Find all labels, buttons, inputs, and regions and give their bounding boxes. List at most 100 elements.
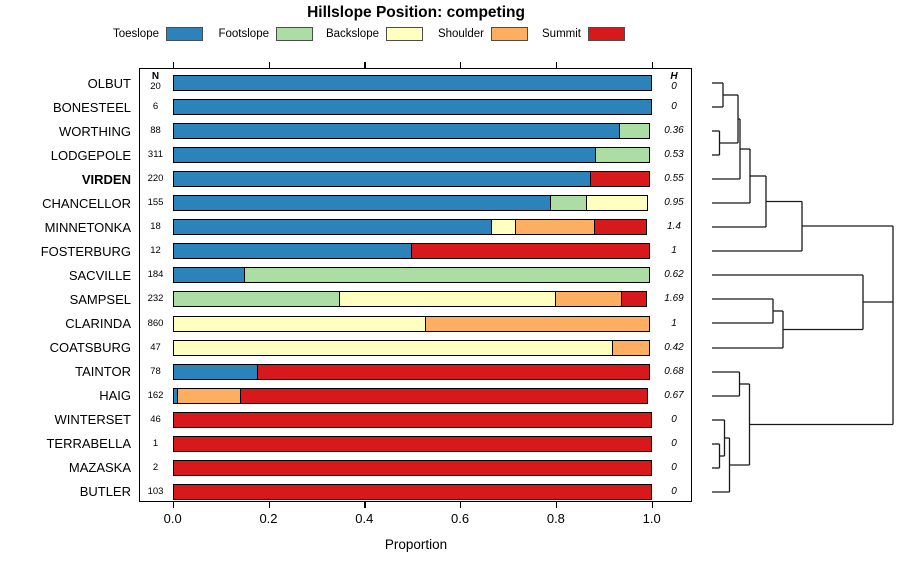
n-value: 78 — [150, 365, 161, 377]
axis-tick-label: 0.0 — [163, 511, 182, 526]
axis-tick-bottom — [364, 502, 366, 508]
x-axis-label: Proportion — [384, 537, 448, 552]
legend-item: Toeslope — [58, 26, 203, 41]
bar-segment-backslope — [172, 339, 614, 356]
n-value: 46 — [150, 413, 161, 425]
bar-row — [172, 243, 652, 260]
h-value: 1.69 — [664, 293, 684, 305]
legend-item: Backslope — [278, 26, 423, 41]
legend-item: Footslope — [168, 26, 313, 41]
legend-label: Footslope — [218, 27, 269, 40]
bar-segment-summit — [410, 243, 651, 260]
h-value: 0.42 — [664, 341, 684, 353]
legend-swatch — [491, 26, 528, 41]
bar-row — [172, 411, 652, 428]
row-label: COATSBURG — [49, 340, 131, 356]
row-label: SACVILLE — [68, 267, 131, 283]
h-value: 0.95 — [664, 197, 684, 209]
bar-segment-summit — [239, 387, 649, 404]
bar-segment-summit — [593, 219, 647, 236]
row-label: BUTLER — [79, 484, 131, 500]
n-value: N 20 — [150, 71, 161, 92]
legend-item: Summit — [480, 26, 625, 41]
n-value: 18 — [150, 221, 161, 233]
axis-tick-bottom — [460, 502, 462, 508]
bar-segment-summit — [172, 411, 652, 428]
bar-row — [172, 291, 652, 308]
n-value: 1 — [152, 437, 159, 449]
legend-label: Shoulder — [437, 27, 484, 40]
legend-label: Backslope — [325, 27, 379, 40]
h-value: 0.55 — [664, 173, 684, 185]
n-value: 12 — [150, 245, 161, 257]
axis-tick-top — [651, 62, 653, 68]
n-value: 88 — [150, 125, 161, 137]
h-value: 0.62 — [664, 269, 684, 281]
bar-segment-toeslope — [172, 195, 552, 212]
row-label: LODGEPOLE — [50, 147, 131, 163]
bar-row — [172, 435, 652, 452]
n-value: 162 — [147, 389, 164, 401]
n-value: 47 — [150, 341, 161, 353]
axis-tick-bottom — [268, 502, 270, 508]
bar-segment-footslope — [618, 123, 651, 140]
h-value: 0.53 — [664, 149, 684, 161]
row-label: CLARINDA — [65, 316, 131, 331]
bar-segment-summit — [172, 459, 652, 476]
row-label: WINTERSET — [54, 412, 131, 428]
bar-segment-footslope — [595, 147, 651, 164]
bar-segment-footslope — [172, 291, 341, 308]
bar-segment-summit — [172, 435, 652, 452]
n-value: 232 — [147, 293, 164, 305]
axis-tick-label: 0.4 — [355, 511, 374, 526]
h-value: 0 — [671, 437, 677, 449]
n-value: 860 — [147, 317, 164, 329]
row-label: TAINTOR — [75, 364, 131, 380]
bar-segment-footslope — [244, 267, 651, 284]
bar-segment-shoulder — [515, 219, 596, 236]
h-value: 0 — [671, 485, 677, 497]
axis-tick-top — [555, 62, 558, 68]
axis-tick-bottom — [651, 502, 653, 508]
bar-row — [172, 171, 652, 188]
bar-row — [172, 315, 652, 332]
bar-segment-toeslope — [172, 171, 592, 188]
bar-row — [172, 459, 652, 476]
row-label: SAMPSEL — [69, 291, 131, 307]
n-value: 184 — [147, 269, 164, 281]
n-value: 2 — [152, 461, 159, 473]
axis-tick-label: 0.8 — [546, 511, 565, 526]
bar-segment-backslope — [490, 219, 517, 236]
n-column-header: N — [151, 71, 160, 82]
bar-row — [172, 147, 652, 164]
bar-segment-toeslope — [172, 243, 413, 260]
bar-segment-toeslope — [172, 267, 246, 284]
h-value: 1.4 — [667, 221, 681, 233]
bar-row — [172, 267, 652, 284]
bar-row — [172, 75, 652, 91]
bar-segment-toeslope — [172, 219, 493, 236]
n-value: 155 — [147, 197, 164, 209]
bar-segment-summit — [590, 171, 651, 188]
bar-segment-backslope — [338, 291, 557, 308]
bar-segment-backslope — [172, 315, 427, 332]
row-label: FOSTERBURG — [40, 243, 131, 259]
row-label: WORTHING — [59, 123, 131, 139]
bar-segment-shoulder — [177, 387, 242, 404]
h-value: 0.68 — [664, 365, 684, 377]
n-value: 103 — [147, 485, 164, 497]
h-value: 0.67 — [664, 389, 684, 401]
plot-area — [139, 68, 692, 502]
legend-swatch — [386, 26, 423, 41]
bar-row — [172, 387, 652, 404]
axis-tick-top — [172, 62, 174, 68]
legend-label: Toeslope — [112, 27, 159, 40]
axis-tick-label: 0.6 — [451, 511, 470, 526]
h-column-header: H — [670, 71, 678, 82]
bar-segment-summit — [257, 363, 651, 380]
h-value: 0 — [671, 461, 677, 473]
n-value: 220 — [147, 173, 164, 185]
bar-segment-shoulder — [555, 291, 623, 308]
h-value: 0 — [671, 413, 677, 425]
bar-segment-footslope — [549, 195, 588, 212]
